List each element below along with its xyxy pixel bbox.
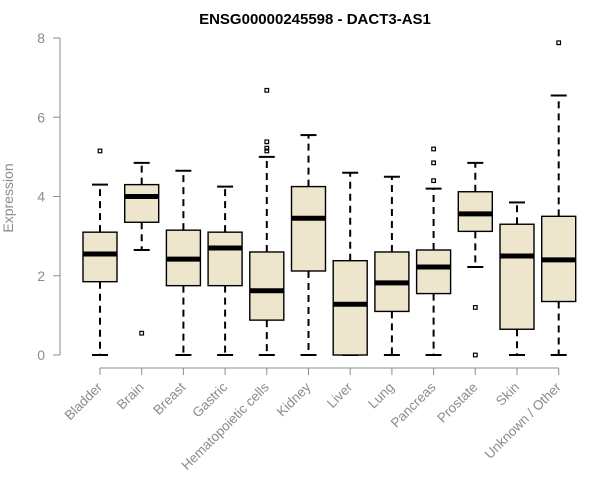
y-axis-title: Expression: [0, 163, 16, 232]
box-group: [82, 148, 118, 356]
plot-area: [82, 40, 577, 358]
outlier-point: [139, 330, 145, 336]
outlier-point: [431, 160, 436, 166]
box-group: [290, 134, 327, 356]
x-tick-label: Pancreas: [388, 379, 439, 430]
box-group: [499, 201, 535, 356]
x-tick-label: Lung: [365, 380, 397, 412]
box-group: [249, 87, 285, 356]
outlier-point: [472, 352, 478, 358]
box-group: [457, 161, 493, 358]
y-axis: 0 2 4 6 8: [37, 30, 61, 363]
outlier-point: [431, 146, 436, 152]
chart-title: ENSG00000245598 - DACT3-AS1: [199, 11, 431, 28]
box-group: [123, 161, 160, 336]
x-tick-label: Skin: [493, 380, 522, 409]
box-iqr: [332, 259, 368, 356]
x-tick-label: Bladder: [62, 379, 106, 423]
box-iqr: [499, 223, 535, 330]
box-group: [207, 185, 243, 356]
y-tick-label: 8: [37, 30, 45, 46]
x-tick-label: Gastric: [189, 379, 230, 420]
x-tick-label: Unknown / Other: [482, 379, 565, 462]
outlier-point: [431, 178, 436, 184]
box-iqr: [123, 183, 160, 223]
box-iqr: [415, 249, 452, 295]
x-tick-label: Liver: [324, 379, 356, 411]
y-tick-label: 4: [37, 189, 45, 205]
box-group: [165, 169, 202, 356]
box-group: [541, 40, 577, 356]
x-tick-label: Brain: [114, 380, 147, 413]
box-iqr: [82, 231, 118, 283]
box-group: [374, 175, 410, 356]
box-iqr: [290, 185, 327, 272]
y-tick-label: 6: [37, 109, 45, 125]
box-iqr: [207, 231, 243, 287]
x-tick-label: Prostate: [434, 380, 480, 426]
outlier-point: [264, 145, 270, 151]
box-group: [332, 171, 368, 356]
box-group: [415, 146, 452, 356]
x-tick-label: Kidney: [274, 379, 314, 419]
outlier-point: [264, 139, 270, 145]
outlier-point: [264, 87, 270, 93]
box-iqr: [249, 251, 285, 321]
y-tick-label: 2: [37, 268, 45, 284]
outlier-point: [556, 40, 562, 46]
outlier-point: [97, 148, 103, 154]
x-tick-label: Breast: [150, 379, 188, 417]
outlier-point: [472, 305, 478, 310]
outlier-point: [264, 148, 270, 154]
y-tick-label: 0: [37, 347, 45, 363]
